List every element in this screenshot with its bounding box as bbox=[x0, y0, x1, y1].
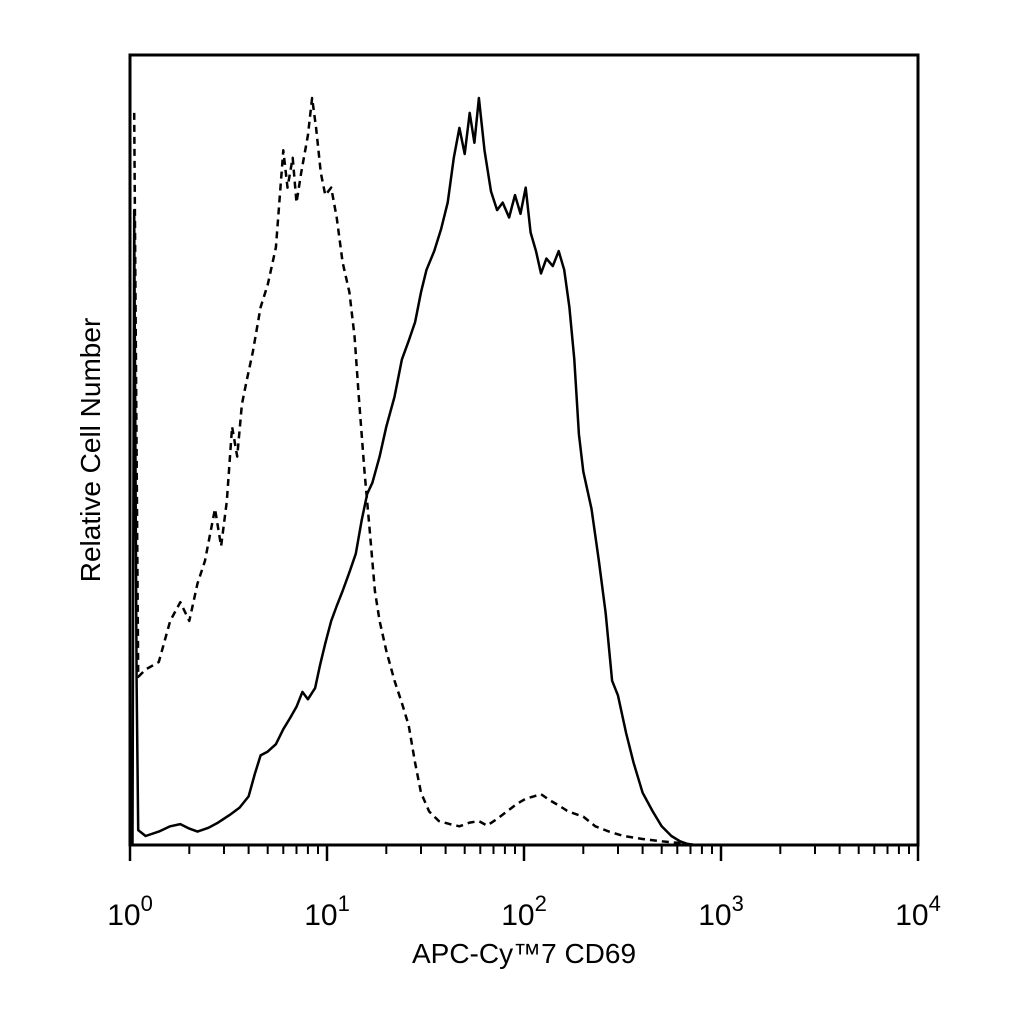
y-axis-title: Relative Cell Number bbox=[75, 318, 106, 583]
x-tick-label: 103 bbox=[698, 891, 744, 932]
x-tick-label: 102 bbox=[501, 891, 547, 932]
x-axis: 100 101 102 103 104 bbox=[107, 845, 941, 932]
x-axis-title: APC-Cy™7 CD69 bbox=[412, 938, 636, 969]
plot-area bbox=[128, 53, 920, 847]
x-tick-label: 101 bbox=[304, 891, 350, 932]
plot-frame bbox=[128, 53, 920, 847]
control-histogram-line bbox=[132, 96, 702, 847]
x-tick-label: 104 bbox=[895, 891, 941, 932]
x-tick-label: 100 bbox=[107, 891, 153, 932]
stained-histogram-line bbox=[131, 96, 691, 847]
